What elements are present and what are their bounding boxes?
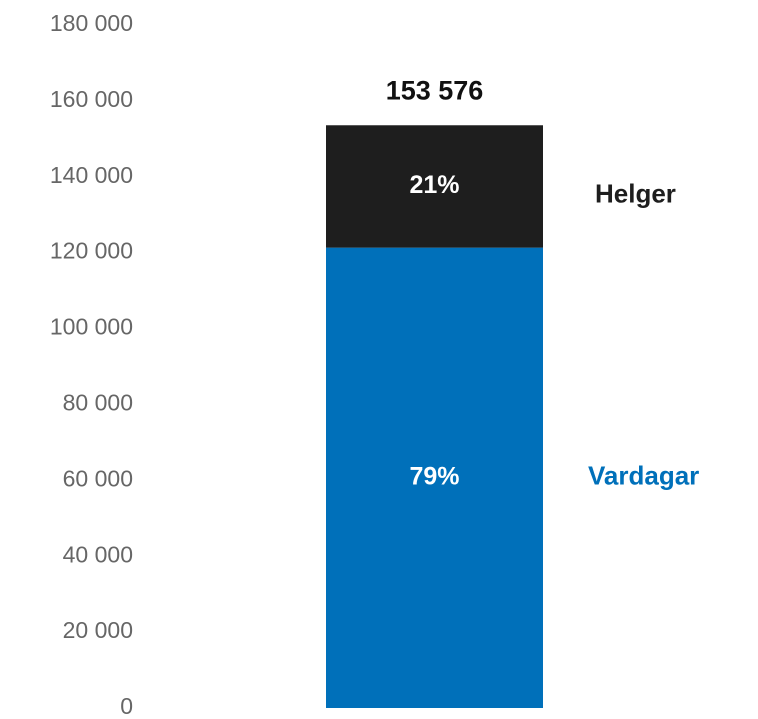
y-tick-label: 180 000 xyxy=(50,10,133,36)
y-tick-label: 20 000 xyxy=(63,617,133,643)
y-tick-label: 80 000 xyxy=(63,390,133,416)
y-tick-label: 120 000 xyxy=(50,238,133,264)
y-tick-label: 0 xyxy=(120,693,133,719)
bar-segment xyxy=(326,247,543,708)
y-tick-label: 140 000 xyxy=(50,162,133,188)
y-tick-label: 40 000 xyxy=(63,541,133,567)
total-label: 153 576 xyxy=(386,75,484,105)
y-tick-label: 160 000 xyxy=(50,86,133,112)
series-label: Helger xyxy=(595,178,676,208)
data-label: 79% xyxy=(409,462,459,490)
data-label: 21% xyxy=(409,171,459,199)
series-label: Vardagar xyxy=(588,461,699,491)
y-tick-label: 60 000 xyxy=(63,465,133,491)
y-tick-label: 100 000 xyxy=(50,314,133,340)
bar-segment xyxy=(326,125,543,248)
